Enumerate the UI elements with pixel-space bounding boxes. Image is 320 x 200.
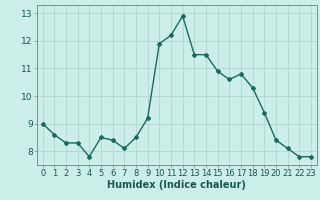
X-axis label: Humidex (Indice chaleur): Humidex (Indice chaleur) xyxy=(108,180,246,190)
